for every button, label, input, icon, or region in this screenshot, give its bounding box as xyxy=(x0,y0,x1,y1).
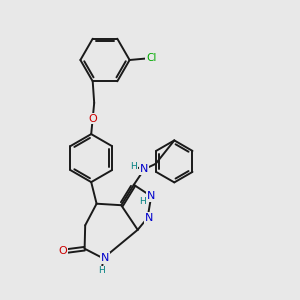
Text: N: N xyxy=(100,253,109,263)
Text: N: N xyxy=(145,213,153,223)
Text: Cl: Cl xyxy=(146,53,157,64)
Text: O: O xyxy=(58,246,68,256)
Text: H: H xyxy=(140,197,146,206)
Text: N: N xyxy=(147,191,155,201)
Text: O: O xyxy=(88,113,97,124)
Text: H: H xyxy=(130,162,137,171)
Text: H: H xyxy=(98,266,105,275)
Text: N: N xyxy=(140,164,148,174)
